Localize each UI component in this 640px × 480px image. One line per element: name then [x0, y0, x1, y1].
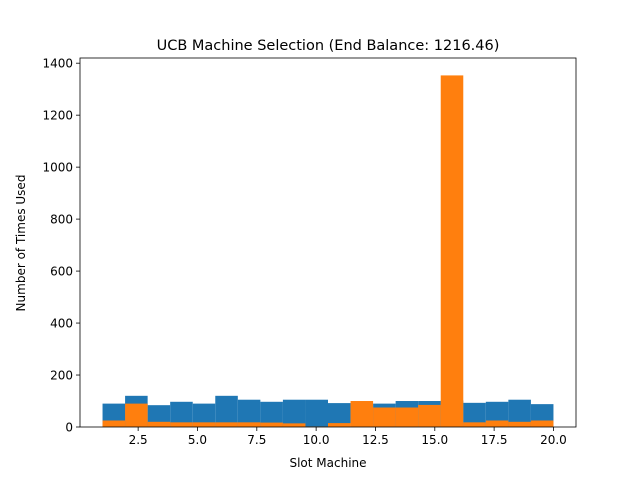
y-axis-label: Number of Times Used [14, 175, 28, 312]
bar-series1-bin-7 [237, 399, 261, 427]
bar-series1-bin-19 [508, 399, 531, 427]
bar-series2-bin-11 [328, 423, 351, 427]
bar-series2-bin-6 [215, 422, 238, 427]
y-tick-label: 0 [65, 421, 73, 435]
bar-series2-bin-15 [418, 404, 441, 427]
y-tick-label: 600 [50, 265, 73, 279]
bar-series2-bin-1 [102, 420, 126, 427]
x-tick-label: 2.5 [129, 433, 148, 447]
bar-series2-bin-19 [508, 421, 531, 427]
bar-series2-bin-13 [373, 407, 396, 427]
bar-series1-bin-8 [260, 401, 283, 427]
bar-series2-bin-4 [170, 422, 193, 427]
bar-series1-bin-17 [463, 402, 486, 427]
x-tick-label: 12.5 [362, 433, 389, 447]
ticks-layer: 2.5 5.0 7.5 10.0 12.5 15.0 17.5 20.0 0 200 400 600 8… [42, 57, 566, 447]
x-tick-label: 5.0 [188, 433, 207, 447]
chart-title: UCB Machine Selection (End Balance: 1216… [157, 38, 500, 54]
y-tick-label: 1000 [42, 161, 73, 175]
bar-series2-bin-8 [260, 422, 283, 427]
y-tick-label: 200 [50, 369, 73, 383]
x-tick-label: 17.5 [481, 433, 508, 447]
bar-series2-bin-17 [463, 422, 486, 427]
bar-series2-bin-20 [530, 420, 554, 427]
bar-series1-bin-3 [147, 405, 171, 427]
bar-series2-bin-12 [350, 401, 374, 427]
bar-series2-bin-7 [237, 422, 261, 427]
bar-series2-bin-16 [440, 75, 464, 428]
y-tick-label: 800 [50, 213, 73, 227]
bar-series1-bin-11 [328, 403, 351, 427]
x-tick-label: 7.5 [247, 433, 266, 447]
y-tick-label: 1200 [42, 109, 73, 123]
y-tick-label: 1400 [42, 57, 73, 71]
x-tick-label: 15.0 [421, 433, 448, 447]
bar-series2-bin-3 [147, 421, 171, 427]
bar-series2-bin-18 [485, 420, 509, 427]
bar-series1-bin-9 [282, 399, 306, 427]
x-tick-label: 10.0 [303, 433, 330, 447]
x-axis-label: Slot Machine [289, 456, 366, 470]
bar-series2-bin-14 [395, 407, 419, 427]
bar-series2-bin-2 [125, 403, 148, 427]
bar-series2-bin-9 [282, 423, 306, 427]
bars-layer [102, 75, 554, 428]
bar-series1-bin-10 [305, 399, 328, 427]
bar-series1-bin-4 [170, 401, 193, 427]
bar-series1-bin-6 [215, 395, 238, 427]
axes-frame [79, 57, 577, 428]
bar-series2-bin-5 [192, 422, 216, 427]
x-tick-label: 20.0 [540, 433, 567, 447]
y-tick-label: 400 [50, 317, 73, 331]
bar-series1-bin-5 [192, 403, 216, 427]
